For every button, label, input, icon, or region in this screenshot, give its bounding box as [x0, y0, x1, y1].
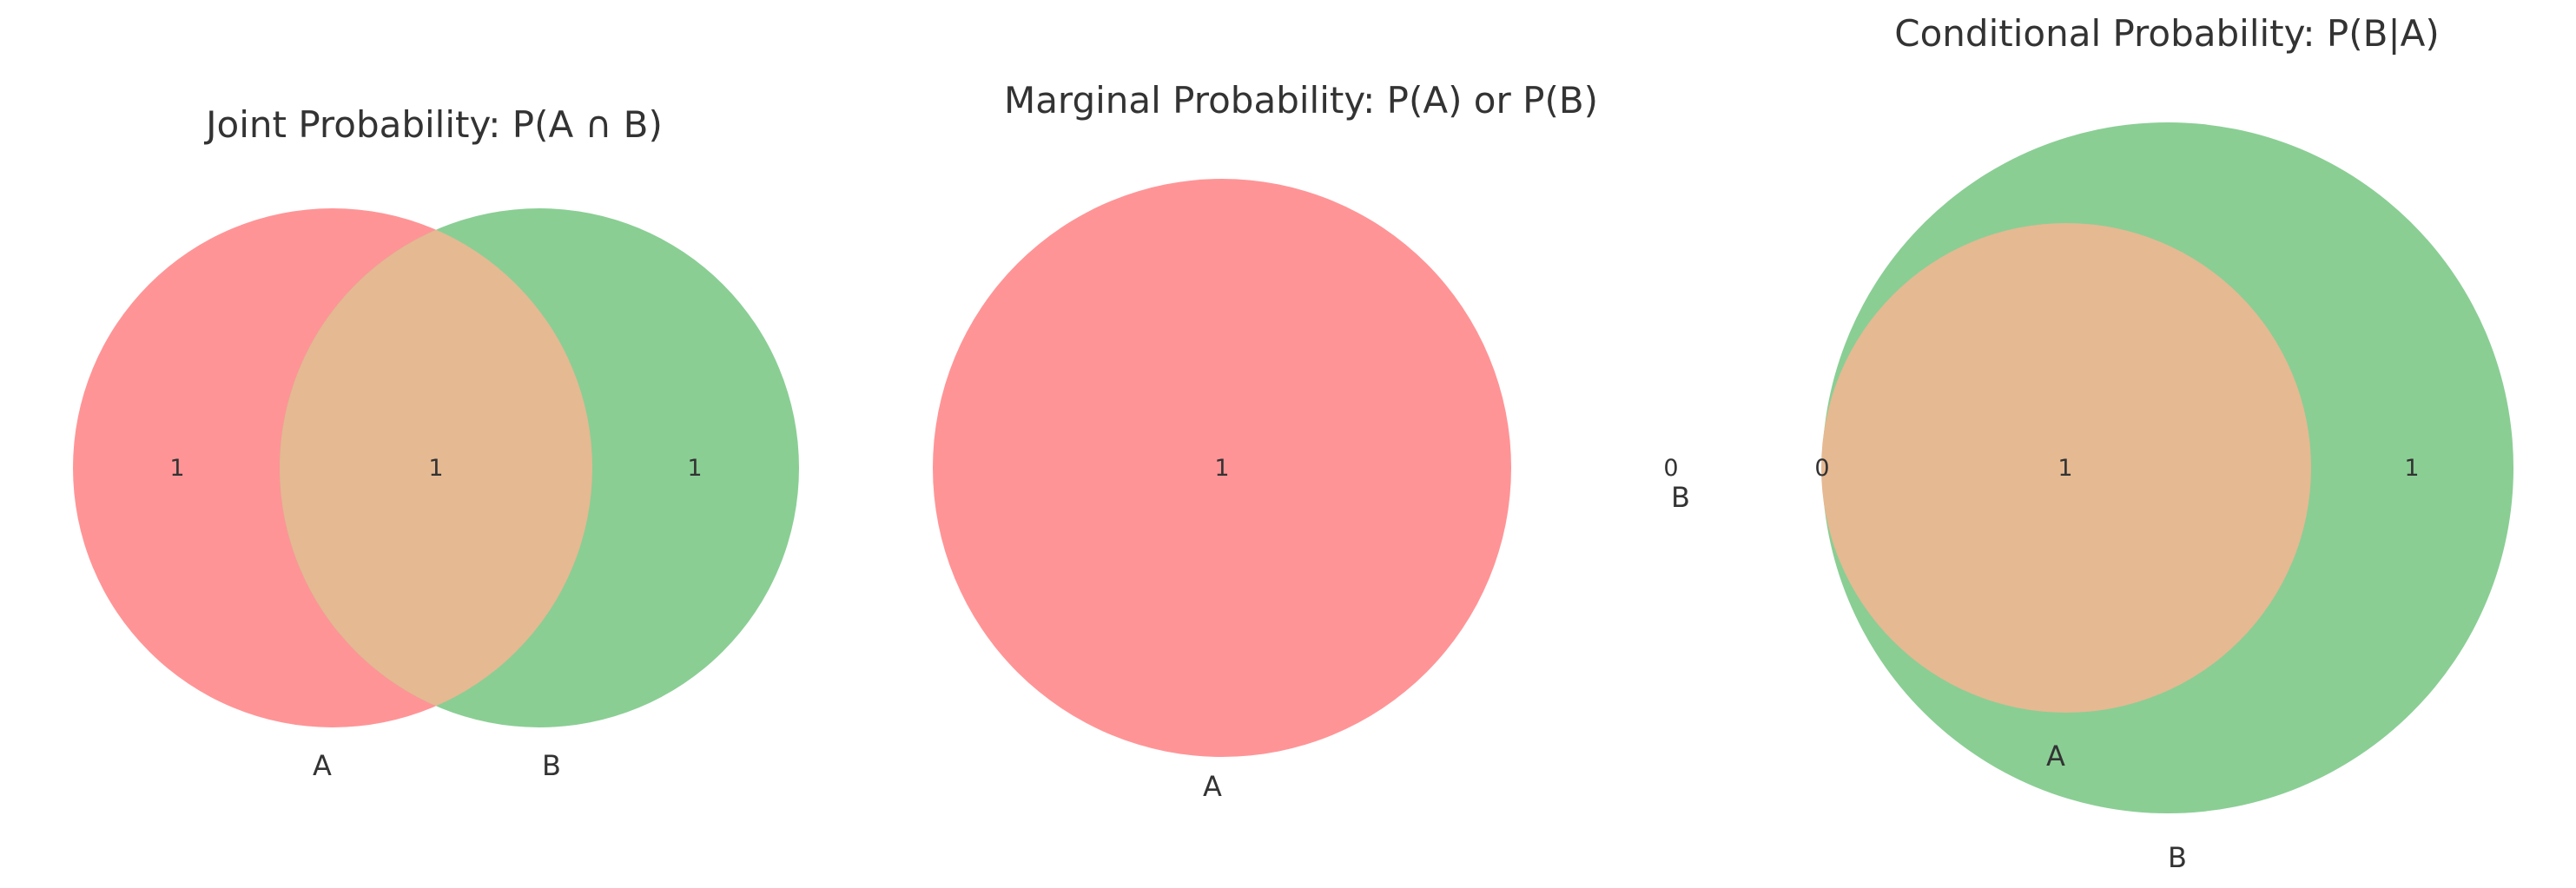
conditional-count-both: 1: [2057, 455, 2072, 482]
conditional-count-a-only: 0: [1814, 455, 1829, 482]
marginal-count-b-only: 0: [1663, 455, 1678, 482]
conditional-overlap-region: [1821, 223, 2311, 713]
joint-label-b: B: [542, 749, 561, 782]
conditional-count-b-only: 1: [2404, 455, 2419, 482]
marginal-label-b: B: [1671, 481, 1690, 514]
marginal-diagram-title: Marginal Probability: P(A) or P(B): [1004, 79, 1598, 122]
conditional-probability-diagram: Conditional Probability: P(B|A) 0 1 1 A …: [1814, 12, 2513, 874]
conditional-label-a: A: [2046, 740, 2065, 773]
marginal-count-a-only: 1: [1214, 455, 1229, 482]
marginal-set-a-circle: [933, 179, 1511, 757]
joint-label-a: A: [313, 749, 332, 782]
conditional-diagram-title: Conditional Probability: P(B|A): [1894, 12, 2439, 55]
conditional-label-b: B: [2168, 841, 2187, 874]
joint-diagram-title: Joint Probability: P(A ∩ B): [203, 103, 663, 146]
marginal-label-a: A: [1203, 770, 1222, 803]
joint-probability-diagram: Joint Probability: P(A ∩ B) 1 1 1 A B: [73, 103, 799, 782]
joint-overlap-region: [280, 208, 592, 727]
marginal-probability-diagram: Marginal Probability: P(A) or P(B) 1 0 A…: [933, 79, 1690, 803]
joint-count-a-only: 1: [169, 455, 184, 482]
joint-count-b-only: 1: [687, 455, 702, 482]
joint-count-both: 1: [428, 455, 443, 482]
